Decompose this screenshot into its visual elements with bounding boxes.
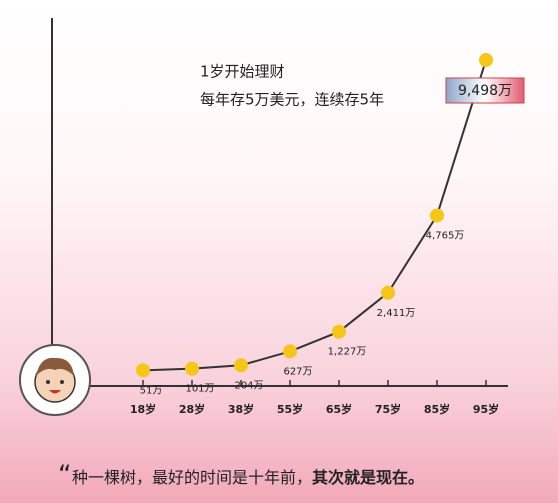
value-label: 627万 (283, 366, 312, 377)
quote-text: 种一棵树，最好的时间是十年前， (72, 468, 312, 487)
value-label: 101万 (185, 384, 214, 395)
x-tick-label: 28岁 (179, 402, 205, 416)
point (283, 344, 297, 359)
x-tick-label: 38岁 (228, 402, 254, 416)
baby-icon (19, 344, 91, 416)
value-label: 1,227万 (328, 347, 367, 358)
x-tick-label: 65岁 (326, 402, 352, 416)
quote-text: 种一棵树，最好的时间是十年前，其次就是现在。 (72, 468, 424, 487)
quote-emphasis: 其次就是现在。 (312, 468, 424, 487)
point (381, 285, 395, 300)
point (479, 53, 493, 67)
value-label-box (445, 77, 525, 104)
point (185, 361, 199, 376)
x-tick-label: 95岁 (473, 402, 499, 416)
value-label: 4,765万 (426, 230, 465, 241)
point (430, 208, 444, 223)
annotation: 1岁开始理财 (200, 63, 285, 81)
x-tick-label: 18岁 (130, 402, 156, 416)
x-tick-label: 75岁 (375, 402, 401, 416)
annotation: 每年存5万美元，连续存5年 (200, 91, 384, 109)
x-tick-label: 55岁 (277, 402, 303, 416)
x-tick-label: 85岁 (424, 402, 450, 416)
quote-mark: “ (58, 461, 71, 491)
value-label: 204万 (234, 380, 263, 391)
value-label: 9,498万 (458, 83, 512, 99)
point (332, 324, 346, 339)
line (142, 59, 487, 372)
value-label: 2,411万 (377, 308, 416, 319)
value-label: 51万 (140, 385, 163, 396)
point (234, 358, 248, 373)
point (136, 363, 150, 378)
